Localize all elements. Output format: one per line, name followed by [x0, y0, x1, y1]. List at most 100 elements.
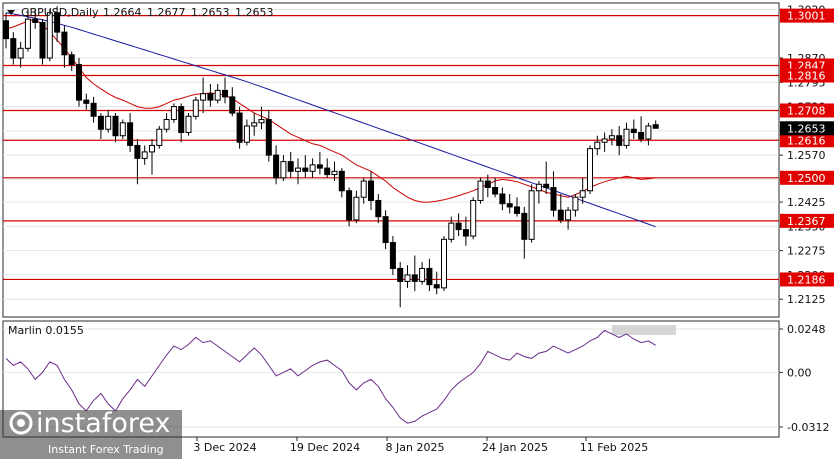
candle [83, 93, 90, 110]
bull-candle-body [17, 47, 24, 59]
current-price-label: 1.2653 [787, 122, 826, 135]
candle [229, 87, 236, 117]
candle [594, 135, 601, 156]
bull-candle-body [309, 164, 316, 172]
bear-candle-body [222, 89, 228, 98]
candle [156, 126, 163, 149]
bear-candle-body [499, 193, 506, 205]
candle [3, 12, 9, 49]
bear-candle-body [550, 187, 557, 211]
bull-candle-body [105, 115, 112, 130]
bull-candle-body [360, 180, 367, 198]
bull-candle-body [214, 89, 221, 101]
candle [243, 119, 250, 146]
candle [616, 126, 623, 156]
current-price-box [780, 121, 834, 136]
candle [170, 103, 177, 123]
candle [514, 197, 520, 217]
candle [550, 171, 557, 217]
bear-candle-body [324, 167, 331, 176]
candle [76, 58, 82, 107]
candle [309, 158, 316, 178]
bear-candle-body [397, 267, 404, 282]
candle [265, 109, 272, 162]
bear-candle-body [178, 106, 185, 133]
bear-candle-body [338, 170, 345, 192]
instaforex-logo-icon [9, 411, 33, 435]
candle [302, 155, 309, 178]
bull-candle-body [404, 274, 411, 282]
level-label-box [780, 103, 834, 118]
bear-candle-body [97, 115, 104, 130]
dropdown-triangle-icon[interactable] [7, 10, 15, 15]
bear-candle-body [229, 96, 236, 114]
ohlc-low: 1.2653 [191, 6, 230, 19]
bear-candle-body [273, 154, 280, 179]
candle [470, 197, 477, 240]
bull-candle-body [448, 222, 455, 240]
time-tick-label: 3 Dec 2024 [193, 441, 256, 454]
bear-candle-body [3, 20, 9, 40]
bull-candle-body [200, 93, 207, 101]
bear-candle-body [346, 190, 353, 221]
candle [236, 106, 243, 149]
candle [375, 193, 382, 224]
candle [61, 25, 68, 68]
bear-candle-body [426, 267, 433, 286]
level-label-box [780, 8, 834, 23]
bear-candle-body [287, 161, 294, 172]
level-label-box [780, 68, 834, 83]
candle [251, 113, 258, 136]
bear-candle-body [630, 128, 637, 133]
price-grid [3, 8, 779, 300]
candle [68, 51, 75, 71]
candle [543, 161, 550, 194]
candle [419, 261, 426, 285]
candle [316, 151, 323, 175]
level-label: 1.2816 [787, 70, 826, 83]
bull-candle-body [258, 119, 265, 124]
bull-candle-body [587, 148, 593, 192]
indicator-tick-label: 0.0248 [787, 323, 826, 336]
level-label-box [780, 170, 834, 185]
candle [207, 83, 214, 107]
bear-candle-body [382, 216, 389, 244]
bull-candle-body [623, 128, 630, 146]
bear-candle-body [32, 18, 39, 23]
watermark-logo: instaforex Instant Forex Trading [0, 408, 182, 459]
candle [39, 19, 46, 65]
bear-candle-body [207, 93, 214, 101]
candle [360, 177, 367, 204]
bear-candle-body [389, 242, 396, 269]
candle [287, 151, 294, 178]
candle [90, 96, 97, 123]
candle [24, 9, 31, 52]
bear-candle-body [433, 284, 440, 289]
support-resistance-levels [3, 15, 779, 281]
bull-candle-body [419, 267, 426, 282]
slow-ma-line [5, 12, 656, 228]
bull-candle-body [565, 209, 572, 221]
indicator-tick-label: 0.00 [787, 366, 812, 379]
candle [535, 181, 542, 204]
level-label-box [780, 133, 834, 148]
bull-candle-body [156, 128, 163, 146]
time-tick-label: 11 Feb 2025 [580, 441, 648, 454]
bull-candle-body [192, 99, 199, 117]
candle [178, 103, 185, 143]
bull-candle-body [645, 125, 652, 140]
bear-candle-body [112, 115, 119, 137]
moving-averages [5, 12, 656, 228]
candle [368, 171, 374, 211]
candle [441, 236, 447, 292]
candle [411, 255, 418, 292]
price-tick-label: 1.2570 [787, 149, 826, 162]
bull-candle-body [579, 190, 586, 198]
bull-candle-body [243, 125, 250, 143]
candle [17, 41, 24, 68]
candle [557, 193, 564, 224]
bull-candle-body [608, 135, 615, 140]
candle [54, 6, 61, 42]
time-tick-label: 24 Jan 2025 [482, 441, 548, 454]
